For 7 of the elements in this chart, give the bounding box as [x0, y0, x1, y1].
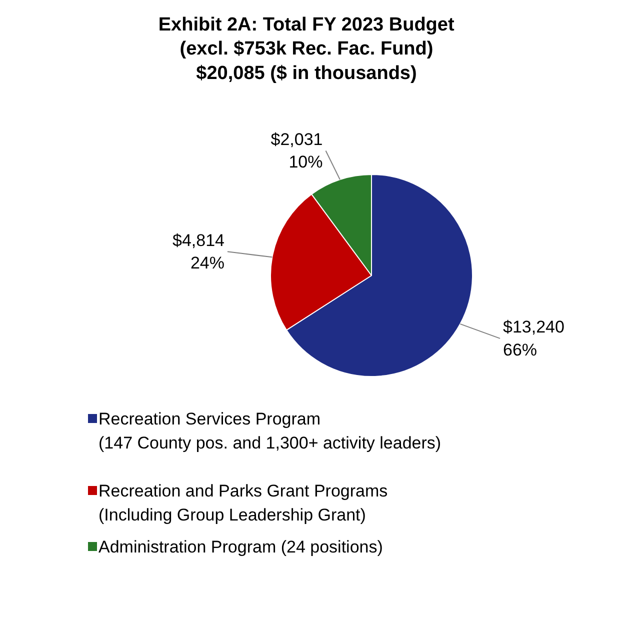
- data-label: $13,240 66%: [503, 318, 564, 360]
- data-label: $4,814 24%: [172, 230, 224, 273]
- chart-title: Exhibit 2A: Total FY 2023 Budget (excl. $753k Rec. Fac. Fund) $20,085 ($ in thousands): [158, 14, 455, 84]
- legend-label: Recreation and Parks Grant Programs (Including Group Leadership Grant): [98, 482, 388, 524]
- legend-label: Recreation Services Program (147 County pos. and 1,300+ activity leaders): [98, 410, 442, 452]
- data-label: $2,031 10%: [270, 130, 323, 172]
- legend-label: Administration Program (24 positions): [98, 538, 383, 556]
